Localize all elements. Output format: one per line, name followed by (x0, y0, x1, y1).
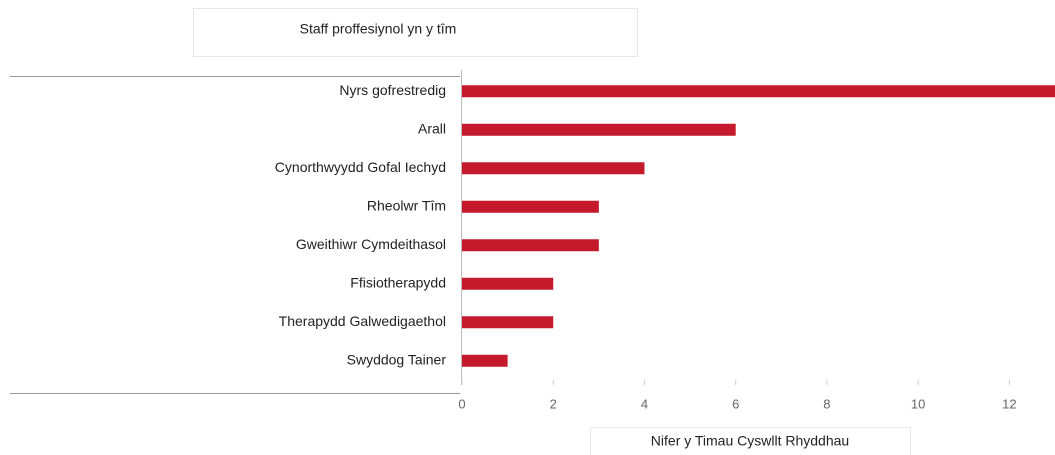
y-tick-label: Gweithiwr Cymdeithasol (296, 236, 446, 252)
x-axis-title: Nifer y Timau Cyswllt Rhyddhau (651, 433, 849, 449)
bar (462, 239, 599, 252)
title-box (193, 8, 638, 57)
x-tick-label: 12 (1002, 396, 1016, 411)
y-tick-label: Swyddog Tainer (347, 351, 447, 367)
y-tick-label: Ffisiotherapydd (350, 274, 446, 290)
bar (462, 162, 645, 175)
x-tick-label: 10 (911, 396, 925, 411)
x-tick-label: 8 (823, 396, 830, 411)
x-tick-label: 4 (641, 396, 648, 411)
y-tick-label: Rheolwr Tîm (367, 197, 446, 213)
y-tick-label: Nyrs gofrestredig (339, 82, 446, 98)
x-label-box (590, 427, 911, 455)
x-tick-label: 2 (550, 396, 557, 411)
bar (462, 354, 508, 367)
chart-title: Staff proffesiynol yn y tîm (300, 21, 457, 37)
y-tick-label: Therapydd Galwedigaethol (279, 313, 446, 329)
bar (462, 123, 736, 136)
x-tick-label: 0 (458, 396, 465, 411)
y-tick-label: Cynorthwyydd Gofal Iechyd (275, 159, 446, 175)
bar (462, 200, 599, 213)
bar (462, 316, 554, 329)
x-tick-label: 6 (732, 396, 739, 411)
bar (462, 85, 1055, 98)
bar (462, 277, 554, 290)
y-tick-label: Arall (418, 120, 446, 136)
